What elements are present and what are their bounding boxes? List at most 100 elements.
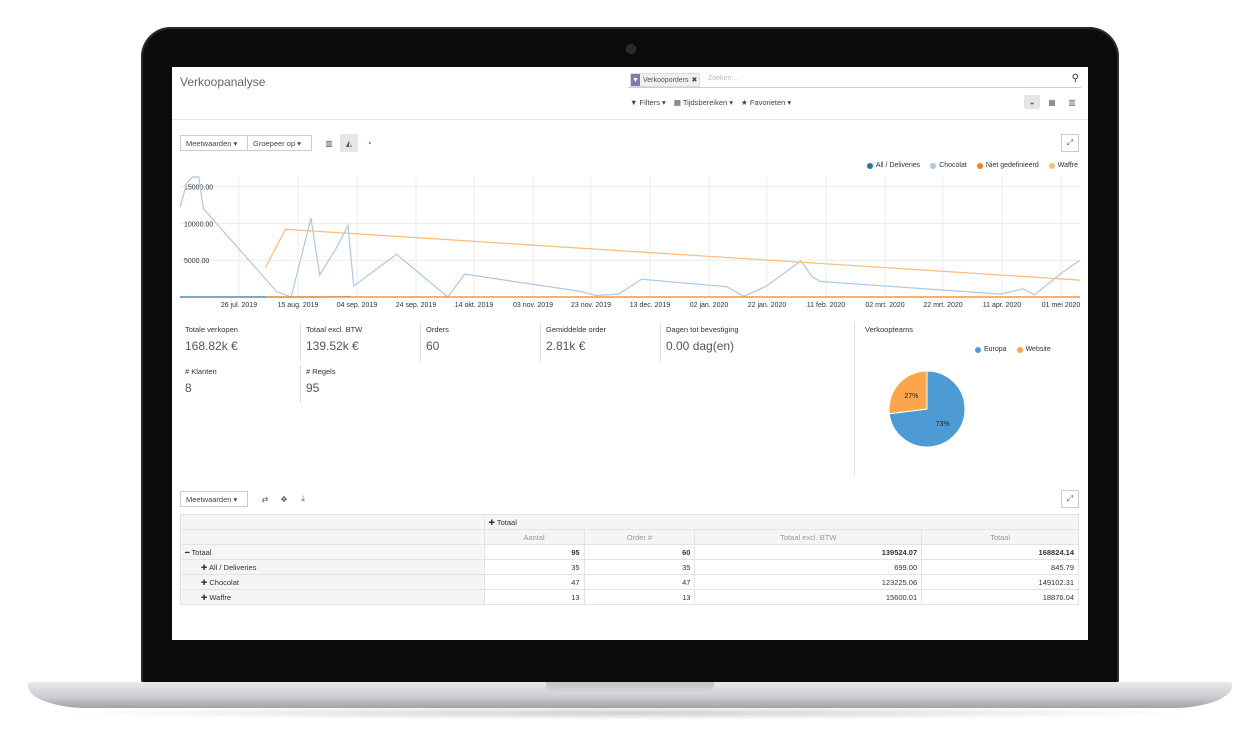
pie-slice[interactable] [888,370,928,415]
favorites-dropdown[interactable]: ★ Favorieten ▾ [741,98,792,107]
pivot-expand-icon[interactable]: ⤢ [1061,490,1079,508]
pivot-measure-header[interactable]: Totaal excl. BTW [694,529,923,545]
legend-label: All / Deliveries [875,162,921,169]
pie-title: Verkoopteams [865,325,913,334]
kpi-card[interactable]: Dagen tot bevestiging 0.00 dag(en) [660,323,778,361]
kpi-card[interactable]: # Regels 95 [300,365,418,403]
plus-icon: ✚ [201,577,210,587]
pivot-icon[interactable]: ▦ [1048,97,1056,107]
pivot-cell[interactable]: 60 [583,544,696,560]
pivot-cell[interactable]: 139524.07 [694,544,923,560]
pivot-cell[interactable]: 18876.04 [921,589,1079,605]
kpi-card[interactable]: Totaal excl. BTW 139.52k € [300,323,418,361]
legend-item[interactable]: Europa [975,346,1007,353]
legend-dot [975,346,981,353]
pivot-row-header[interactable]: ✚ Chocolat [180,574,485,590]
legend-item[interactable]: All / Deliveries [866,162,921,169]
kpi-value: 139.52k € [306,339,359,353]
pivot-cell[interactable]: 35 [583,559,696,575]
table-row: ✚ All / Deliveries 35 35 699.00 845.79 [180,559,1079,575]
kpi-label: # Regels [306,367,336,376]
group-by-button[interactable]: Groepeer op ▾ [247,135,312,151]
pivot-cell[interactable]: 845.79 [921,559,1079,575]
legend-dot [1048,162,1055,169]
download-icon[interactable]: ⤓ [301,494,305,503]
measures-button[interactable]: Meetwaarden ▾ [180,135,248,151]
table-row: ✚ Waffre 13 13 15600.01 18876.04 [180,589,1079,605]
pie-legend: Europa Website [975,346,1051,353]
pivot-cell[interactable]: 15600.01 [694,589,923,605]
pivot-cell[interactable]: 47 [483,574,585,590]
expand-all-icon[interactable]: ✥ [280,494,288,504]
legend-dot [866,162,873,169]
kpi-label: Gemiddelde order [546,325,607,334]
pivot-cell[interactable]: 47 [583,574,696,590]
kpi-value: 2.81k € [546,339,586,353]
pivot-corner [180,529,485,545]
pivot-col-header-label: Totaal [496,517,517,527]
pie-label: 73% [936,421,950,428]
x-tick-label: 01 mei 2020 [1042,302,1081,309]
pivot-measures-button[interactable]: Meetwaarden ▾ [180,491,248,507]
pivot-row-label: Waffre [209,592,232,602]
kpi-card[interactable]: Orders 60 [420,323,538,361]
pivot-row-header[interactable]: ✚ Waffre [180,589,485,605]
x-tick-label: 13 dec. 2019 [630,302,671,309]
search-bar[interactable]: ▼ Verkooporders ✖ Zoeken... ⚲ [628,73,1081,88]
legend-label: Waffre [1057,162,1078,169]
pivot-col-header[interactable]: ✚ Totaal [483,514,1080,530]
bar-chart-icon[interactable]: ▥ [325,138,333,148]
kpi-label: Orders [426,325,449,334]
pivot-cell[interactable]: 168824.14 [921,544,1079,560]
pivot-measure-header[interactable]: Order # [583,529,696,545]
kpi-label: Totale verkopen [185,325,238,334]
legend-item[interactable]: Website [1016,346,1051,353]
search-icon[interactable]: ⚲ [1071,73,1079,84]
flip-axis-icon[interactable]: ⇄ [261,494,269,504]
pivot-cell[interactable]: 35 [483,559,585,575]
pivot-row-header[interactable]: ━ Totaal [180,544,485,560]
pivot-cell[interactable]: 95 [483,544,585,560]
kpi-card[interactable]: Gemiddelde order 2.81k € [540,323,658,361]
plus-icon: ✚ [201,592,210,602]
line-chart: 26 jul. 2019 15 aug. 2019 04 sep. 2019 24 s… [179,176,1081,309]
legend-label: Chocolat [939,162,967,169]
pivot-cell[interactable]: 699.00 [694,559,923,575]
close-icon[interactable]: ✖ [691,77,698,84]
minus-icon: ━ [185,547,192,557]
pivot-cell[interactable]: 149102.31 [921,574,1079,590]
x-tick-label: 24 sep. 2019 [396,302,437,309]
filters-label: Filters [639,98,660,107]
pivot-row-header[interactable]: ✚ All / Deliveries [180,559,485,575]
legend-item[interactable]: Waffre [1048,162,1078,169]
x-tick-label: 11 apr. 2020 [983,302,1022,309]
pivot-cell[interactable]: 13 [483,589,585,605]
kpi-value: 168.82k € [185,339,238,353]
favorites-label: Favorieten [749,98,786,107]
time-ranges-dropdown[interactable]: ▦ Tijdsbereiken ▾ [673,98,734,107]
search-input[interactable]: Zoeken... [708,75,738,82]
pivot-measure-header[interactable]: Totaal [921,529,1079,545]
pivot-cell[interactable]: 13 [583,589,696,605]
dashboard-icon[interactable]: ◒ [1024,95,1040,109]
legend-item[interactable]: Niet gedefinieerd [976,162,1039,169]
line-chart-icon[interactable]: ◭ [340,134,358,152]
filter-icon: ▼ [630,98,638,107]
kpi-card[interactable]: Totale verkopen 168.82k € [180,323,298,361]
pivot-row-label: All / Deliveries [208,562,257,572]
pie-chart-icon[interactable]: ◔ [366,138,372,148]
filters-dropdown[interactable]: ▼ Filters ▾ [630,98,666,107]
pivot-cell[interactable]: 123225.06 [694,574,923,590]
pivot-measure-header[interactable]: Aantal [483,529,585,545]
view-switcher: ◒ ▦ ▥ [1024,95,1080,109]
search-facet[interactable]: ▼ Verkooporders ✖ [630,73,701,87]
graph-icon[interactable]: ▥ [1068,97,1076,107]
pivot-corner [180,514,485,530]
expand-icon[interactable]: ⤢ [1061,134,1079,152]
chart-legend: All / Deliveries Chocolat Niet gedefinieer… [866,162,1078,169]
legend-item[interactable]: Chocolat [930,162,967,169]
kpi-value: 8 [185,381,192,395]
pivot-row-label: Totaal [191,547,212,557]
kpi-card[interactable]: # Klanten 8 [180,365,298,403]
kpi-label: # Klanten [185,367,217,376]
